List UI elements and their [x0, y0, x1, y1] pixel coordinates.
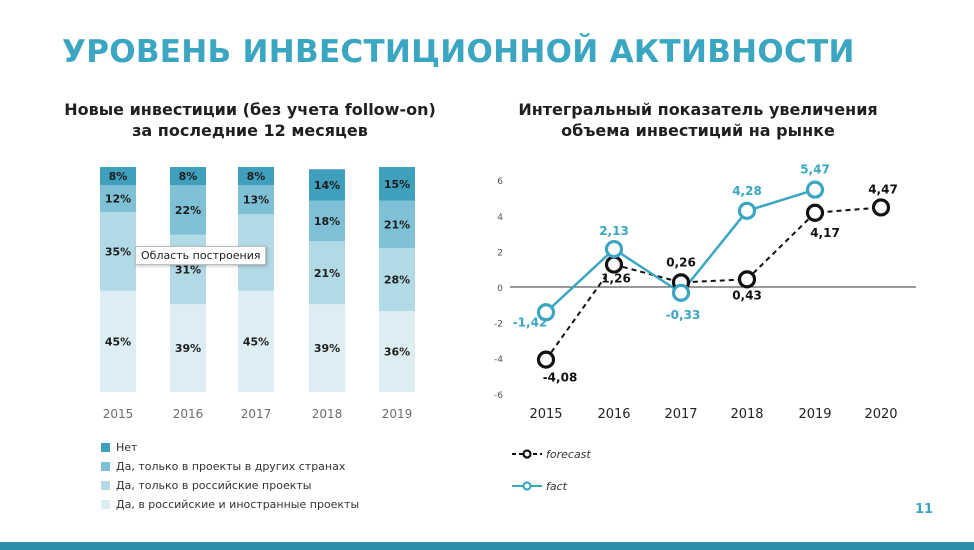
bar-data-label: 28%: [384, 274, 410, 287]
bar-data-label: 8%: [247, 170, 266, 183]
bar-data-label: 35%: [105, 245, 131, 258]
x-tick-label: 2020: [864, 407, 897, 422]
fact-marker: [604, 239, 624, 259]
y-tick-label: -4: [494, 355, 503, 365]
legend-swatch: [101, 462, 110, 471]
forecast-data-label: 0,26: [666, 255, 696, 269]
bar-data-label: 12%: [105, 193, 131, 206]
legend-label: fact: [546, 480, 568, 493]
forecast-marker: [536, 350, 556, 369]
bar-data-label: 21%: [384, 218, 410, 231]
bar-segment: [170, 167, 206, 185]
bar-segment: [309, 200, 345, 242]
x-tick-label: 2016: [173, 407, 204, 421]
bar-data-label: 31%: [175, 263, 201, 276]
legend-label: forecast: [546, 448, 591, 461]
bar-chart-title: Новые инвестиции (без учета follow-on) за…: [64, 100, 436, 140]
forecast-data-label: 0,43: [732, 288, 762, 302]
bar-segment: [100, 167, 136, 185]
fact-data-label: -0,33: [666, 308, 701, 322]
forecast-series-line: [545, 206, 882, 361]
fact-marker: [805, 180, 825, 199]
x-tick-label: 2015: [103, 407, 134, 421]
bar-data-label: 18%: [314, 215, 340, 228]
fact-marker: [671, 283, 691, 302]
x-tick-label: 2018: [730, 407, 763, 422]
bar-segment: [170, 304, 206, 392]
bar-segment: [379, 311, 415, 392]
x-tick-label: 2016: [597, 407, 630, 422]
forecast-marker: [871, 198, 891, 217]
fact-data-label: 2,13: [599, 224, 629, 238]
forecast-data-label: 4,17: [810, 226, 840, 240]
bar-segment: [100, 185, 136, 212]
x-tick-label: 2017: [664, 407, 697, 422]
bar-data-label: 45%: [243, 335, 269, 348]
bar-segment: [309, 169, 345, 201]
x-tick-label: 2019: [798, 407, 831, 422]
legend-swatch: [101, 481, 110, 490]
page-number: 11: [915, 502, 934, 517]
legend-swatch: [101, 443, 110, 452]
bar-data-label: 22%: [175, 204, 201, 217]
bar-segment: [379, 200, 415, 248]
bar-data-label: 8%: [109, 170, 128, 183]
x-tick-label: 2018: [312, 407, 343, 421]
y-tick-label: -6: [494, 391, 503, 401]
fact-data-label: -1,42: [513, 315, 548, 329]
bar-segment: [238, 185, 274, 215]
bar-segment: [100, 212, 136, 291]
bar-segment: [238, 290, 274, 392]
y-tick-label: 6: [497, 177, 503, 187]
bar-data-label: 8%: [179, 170, 198, 183]
bar-segment: [170, 185, 206, 235]
legend-label: Да, только в проекты в других странах: [116, 460, 346, 473]
y-tick-label: 0: [497, 284, 503, 294]
bar-data-label: 15%: [384, 178, 410, 191]
plot-area-tooltip: Область построения: [135, 246, 267, 265]
bar-data-label: 21%: [314, 267, 340, 280]
legend-marker: [522, 449, 532, 459]
line-chart-title: Интегральный показатель увеличения объема…: [518, 100, 878, 140]
x-tick-label: 2017: [241, 407, 272, 421]
bar-segment: [309, 304, 345, 392]
legend-label: Нет: [116, 441, 138, 454]
bar-data-label: 36%: [384, 346, 410, 359]
forecast-data-label: 4,47: [868, 182, 898, 196]
bar-segment: [309, 241, 345, 305]
bottom-accent-bar: [0, 542, 974, 550]
fact-data-label: 4,28: [732, 184, 762, 198]
forecast-marker: [604, 255, 624, 274]
bar-segment: [238, 167, 274, 185]
fact-marker: [536, 303, 556, 322]
bar-data-label: 14%: [314, 179, 340, 192]
y-tick-label: 4: [497, 213, 503, 223]
legend-swatch: [101, 500, 110, 509]
forecast-data-label: -4,08: [543, 371, 578, 385]
fact-marker: [737, 201, 757, 220]
bar-segment: [379, 248, 415, 311]
bar-data-label: 13%: [243, 194, 269, 207]
forecast-marker: [805, 203, 825, 222]
legend-label: Да, только в российские проекты: [116, 479, 311, 492]
bar-data-label: 45%: [105, 335, 131, 348]
bar-data-label: 39%: [314, 342, 340, 355]
bar-segment: [100, 290, 136, 392]
legend-marker: [522, 481, 532, 491]
legend-label: Да, в российские и иностранные проекты: [116, 498, 359, 511]
forecast-marker: [737, 270, 757, 289]
forecast-data-label: 1,26: [601, 272, 631, 286]
fact-data-label: 5,47: [800, 163, 830, 177]
bar-segment: [379, 167, 415, 201]
x-tick-label: 2019: [382, 407, 413, 421]
bar-data-label: 39%: [175, 342, 201, 355]
slide-title: УРОВЕНЬ ИНВЕСТИЦИОННОЙ АКТИВНОСТИ: [62, 34, 855, 70]
y-tick-label: -2: [494, 320, 503, 330]
x-tick-label: 2015: [529, 407, 562, 422]
y-tick-label: 2: [497, 248, 503, 258]
